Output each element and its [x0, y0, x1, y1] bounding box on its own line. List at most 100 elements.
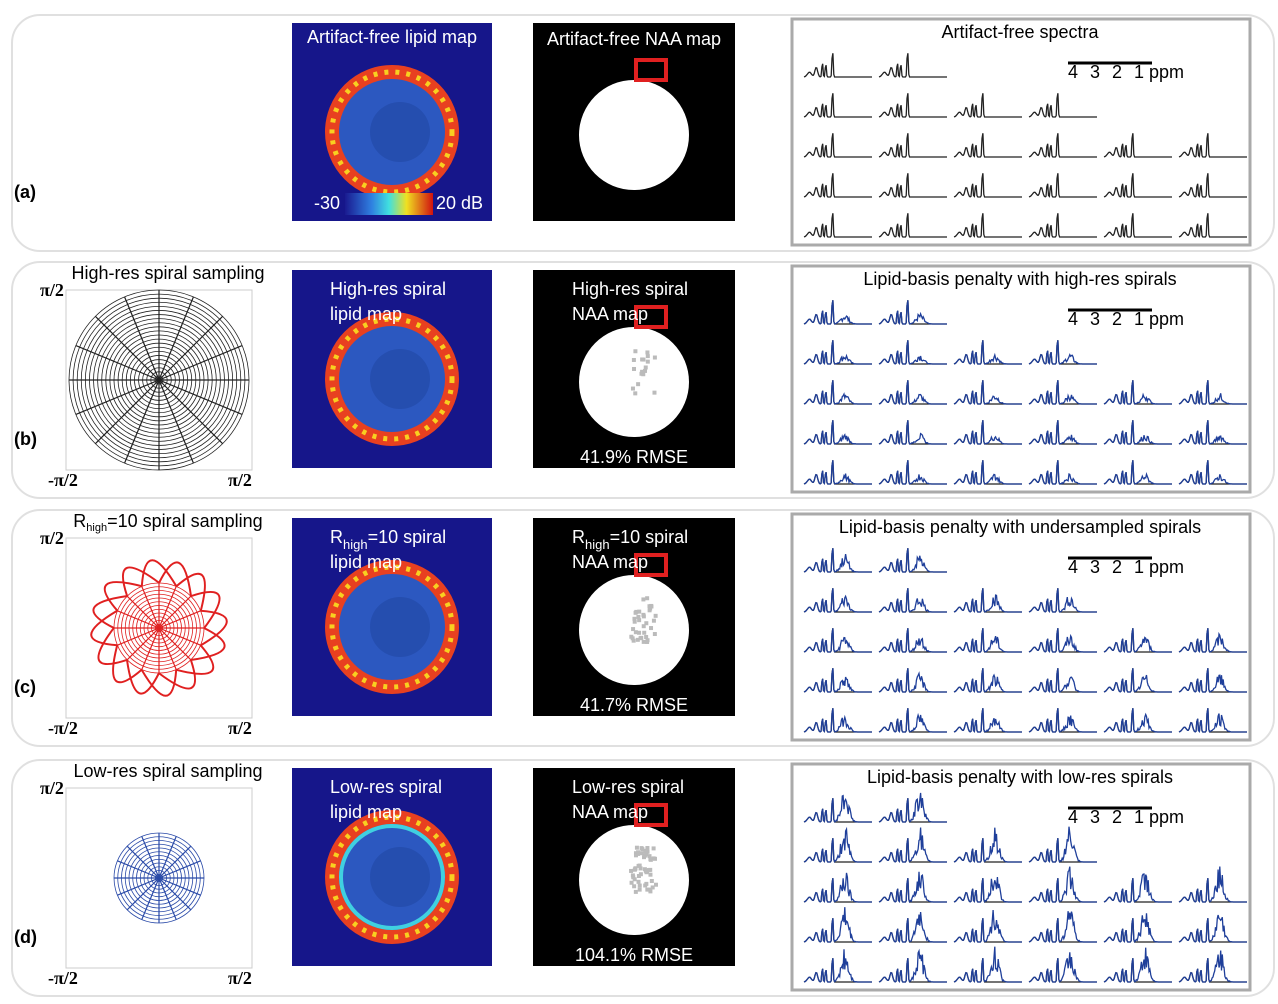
naa-artifact — [633, 851, 638, 856]
sampling-spoke — [158, 627, 201, 646]
spectrum-reconstruction — [878, 912, 947, 943]
naa-artifact — [651, 846, 656, 851]
spectrum-reconstruction — [803, 949, 872, 983]
spectrum-reconstruction — [1103, 947, 1172, 983]
naa-map-title: Low-res spiral — [572, 777, 684, 797]
sampling-spoke — [94, 379, 160, 445]
spectrum-reconstruction — [803, 794, 872, 823]
sampling-title: Rhigh=10 spiral sampling — [73, 511, 262, 534]
lipid-map-title-part: lipid map — [330, 802, 402, 822]
spectrum-reconstruction — [803, 588, 872, 613]
naa-artifact — [643, 849, 648, 854]
spectrum-reconstruction — [1103, 420, 1172, 445]
spectrum-reconstruction — [953, 628, 1022, 653]
naa-artifact — [644, 870, 649, 875]
naa-artifact — [636, 863, 641, 868]
naa-artifact — [633, 610, 638, 615]
naa-artifact — [651, 618, 656, 623]
lipid-ring-noise — [329, 316, 455, 442]
spectrum-reference — [1178, 173, 1247, 198]
sampling-spoke — [117, 610, 160, 629]
spectrum-reconstruction — [1103, 708, 1172, 733]
spectrum-reconstruction — [878, 948, 947, 983]
naa-disk — [579, 80, 689, 190]
naa-artifact — [633, 853, 638, 858]
spectrum-reconstruction — [953, 910, 1022, 943]
sampling-spoke — [141, 627, 160, 670]
sampling-spoke — [158, 860, 201, 879]
sampling-axes — [65, 787, 253, 969]
naa-artifact — [642, 867, 647, 872]
naa-artifact — [632, 877, 637, 882]
naa-artifact — [640, 357, 645, 362]
ppm-scale-label: 2 — [1112, 309, 1122, 329]
naa-artifact — [646, 868, 651, 873]
spectrum-reconstruction — [878, 380, 947, 405]
naa-artifact — [641, 624, 646, 629]
ppm-scale-label: 2 — [1112, 557, 1122, 577]
naa-artifact — [630, 873, 635, 878]
spectrum-reconstruction — [1028, 380, 1097, 405]
naa-map-title: Artifact-free NAA map — [547, 29, 721, 49]
spectrum-reference — [1103, 173, 1172, 198]
sampling-spoke — [117, 877, 160, 896]
naa-artifact — [636, 382, 641, 387]
spectrum-reference — [953, 93, 1022, 118]
naa-artifact — [653, 613, 658, 618]
spectrum-reference — [803, 93, 872, 118]
sampling-spoke — [158, 379, 194, 464]
spectrum-reconstruction — [1103, 873, 1172, 903]
spectrum-reconstruction — [1028, 588, 1097, 613]
sampling-spoke — [158, 877, 192, 911]
naa-artifact — [639, 846, 644, 851]
sampling-spoke — [158, 877, 177, 920]
spectrum-reconstruction — [1178, 380, 1247, 405]
axis-label: π/2 — [40, 280, 64, 300]
lipid-map-title-part: Artifact-free lipid map — [307, 27, 477, 47]
ppm-scale-label: 2 — [1112, 62, 1122, 82]
naa-artifact — [633, 349, 638, 354]
spectrum-reconstruction — [1103, 380, 1172, 405]
sampling-spoke — [158, 296, 194, 381]
lipid-map-title: Artifact-free lipid map — [307, 27, 477, 47]
ppm-scale-label: 3 — [1090, 557, 1100, 577]
naa-map-title: Rhigh=10 spiral — [572, 527, 688, 552]
spectrum-reconstruction — [953, 877, 1022, 904]
ppm-scale-label: 4 — [1068, 557, 1078, 577]
lipid-map-title-part: =10 spiral — [368, 527, 447, 547]
sampling-spoke — [126, 627, 160, 661]
axis-label: -π/2 — [48, 718, 78, 738]
sampling-spoke — [158, 627, 177, 670]
spectrum-reconstruction — [1178, 708, 1247, 733]
naa-artifact — [645, 354, 650, 359]
spectrum-reference — [803, 213, 872, 238]
spectrum-reconstruction — [1103, 668, 1172, 693]
sampling-petals — [90, 559, 228, 697]
colorbar-label: 20 dB — [436, 193, 483, 213]
spectra-title: Lipid-basis penalty with high-res spiral… — [863, 269, 1176, 289]
naa-roi — [634, 803, 668, 827]
ppm-scale-label: 4 — [1068, 62, 1078, 82]
naa-map-title-part: NAA map — [572, 802, 648, 822]
spectrum-reconstruction — [1103, 628, 1172, 653]
naa-artifact — [637, 609, 642, 614]
naa-artifact — [636, 850, 641, 855]
spectrum-reconstruction — [953, 827, 1022, 863]
spectrum-reconstruction — [1028, 826, 1097, 863]
spectrum-reconstruction — [803, 300, 872, 325]
lipid-map-title: lipid map — [330, 802, 402, 822]
axis-label: π/2 — [40, 778, 64, 798]
row-label: (c) — [14, 677, 36, 697]
lipid-map-title-part: R — [330, 527, 343, 547]
row-label: (d) — [14, 927, 37, 947]
spectrum-reconstruction — [1028, 866, 1097, 903]
spectra-frame — [790, 762, 1252, 992]
spectrum-reconstruction — [878, 668, 947, 693]
sampling-spoke — [75, 345, 160, 381]
spectrum-reconstruction — [878, 460, 947, 485]
spectrum-reference — [1178, 213, 1247, 238]
naa-map-title: NAA map — [572, 552, 648, 572]
spectra-title: Lipid-basis penalty with undersampled sp… — [839, 517, 1201, 537]
sampling-title-part: High-res spiral sampling — [71, 263, 264, 283]
spectrum-reconstruction — [803, 340, 872, 365]
